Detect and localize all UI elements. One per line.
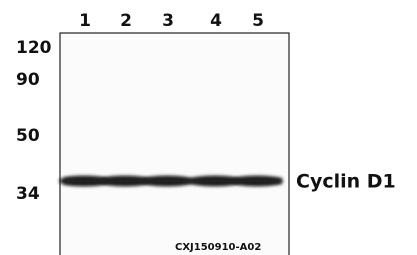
band-label: Cyclin D1: [296, 171, 396, 193]
blot-membrane: [60, 33, 289, 255]
marker-label: 90: [16, 70, 40, 90]
marker-label: 120: [16, 38, 52, 58]
band-group: [59, 176, 282, 186]
marker-label: 50: [16, 126, 40, 146]
lane-label: 2: [120, 11, 132, 31]
lane-label: 4: [210, 11, 222, 31]
antibody-code: CXJ150910-A02: [175, 242, 261, 253]
band-smear: [64, 178, 282, 184]
blot-figure: Cyclin D1 CXJ150910-A02 12345120905034: [0, 0, 417, 255]
lane-label: 1: [79, 11, 91, 31]
lane-label: 5: [252, 11, 264, 31]
lane-label: 3: [162, 11, 174, 31]
marker-label: 34: [16, 184, 40, 204]
